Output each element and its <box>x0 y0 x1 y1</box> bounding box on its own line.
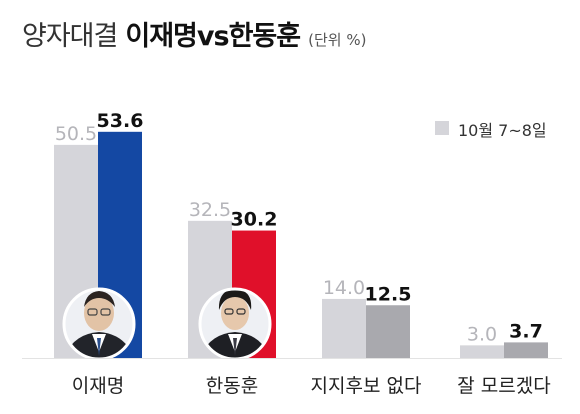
value-label-previous-3: 3.0 <box>467 323 497 345</box>
category-label-3: 잘 모르겠다 <box>457 375 550 397</box>
category-label-1: 한동훈 <box>206 375 258 397</box>
value-label-previous-0: 50.5 <box>55 123 97 145</box>
candidate-portrait-han <box>198 287 272 361</box>
value-label-current-2: 12.5 <box>365 283 412 305</box>
value-label-previous-1: 32.5 <box>189 199 231 221</box>
category-label-2: 지지후보 없다 <box>311 375 422 397</box>
value-label-current-0: 53.6 <box>97 110 144 132</box>
legend-label-previous: 10월 7~8일 <box>458 121 547 140</box>
value-label-current-3: 3.7 <box>509 320 543 342</box>
baseline <box>22 358 562 359</box>
value-label-current-1: 30.2 <box>231 209 278 231</box>
bar-previous-3 <box>460 345 504 358</box>
legend-swatch-previous <box>435 121 449 135</box>
bar-previous-2 <box>322 298 366 358</box>
category-label-0: 이재명 <box>72 375 124 397</box>
bar-current-3 <box>504 342 548 358</box>
bar-current-2 <box>366 305 410 358</box>
title-main: 이재명vs한동훈 <box>125 21 301 52</box>
title-unit: (단위 %) <box>308 31 367 49</box>
chart-title: 양자대결 이재명vs한동훈 (단위 %) <box>22 14 366 53</box>
title-prefix: 양자대결 <box>22 21 118 52</box>
value-label-previous-2: 14.0 <box>323 277 365 299</box>
